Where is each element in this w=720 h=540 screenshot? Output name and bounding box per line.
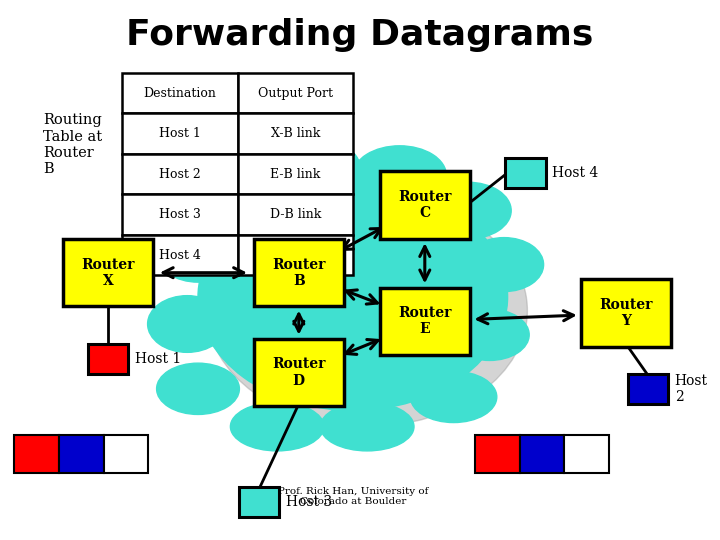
FancyBboxPatch shape	[520, 435, 564, 472]
Ellipse shape	[464, 238, 544, 292]
Text: Prof. Rick Han, University of
Colorado at Boulder: Prof. Rick Han, University of Colorado a…	[278, 487, 428, 507]
FancyBboxPatch shape	[63, 239, 153, 306]
FancyBboxPatch shape	[122, 235, 238, 275]
Ellipse shape	[353, 146, 446, 205]
FancyBboxPatch shape	[564, 435, 609, 472]
Ellipse shape	[148, 295, 227, 352]
FancyBboxPatch shape	[122, 154, 238, 194]
FancyBboxPatch shape	[238, 73, 353, 113]
Ellipse shape	[157, 363, 240, 415]
Text: Router
D: Router D	[272, 357, 325, 388]
Text: Router
X: Router X	[81, 258, 135, 288]
Text: C-B link: C-B link	[270, 248, 320, 262]
FancyBboxPatch shape	[475, 435, 520, 472]
FancyBboxPatch shape	[88, 344, 128, 374]
Text: Router
Y: Router Y	[600, 298, 653, 328]
FancyBboxPatch shape	[238, 194, 353, 235]
FancyBboxPatch shape	[122, 113, 238, 154]
Text: E-B link: E-B link	[270, 167, 320, 181]
FancyBboxPatch shape	[380, 172, 469, 239]
FancyBboxPatch shape	[628, 374, 668, 404]
FancyBboxPatch shape	[239, 487, 279, 517]
Text: Router
C: Router C	[398, 190, 451, 220]
Ellipse shape	[425, 183, 511, 239]
Text: Host 4: Host 4	[552, 166, 598, 180]
FancyBboxPatch shape	[253, 339, 344, 406]
FancyBboxPatch shape	[505, 158, 546, 188]
Text: Output Port: Output Port	[258, 86, 333, 100]
FancyBboxPatch shape	[238, 154, 353, 194]
Text: Destination: Destination	[143, 86, 217, 100]
FancyBboxPatch shape	[59, 435, 104, 472]
Text: Host 1: Host 1	[135, 352, 181, 366]
Text: Host 3: Host 3	[286, 495, 332, 509]
FancyBboxPatch shape	[253, 239, 344, 306]
Text: Router
B: Router B	[272, 258, 325, 288]
Text: Host 3: Host 3	[159, 208, 201, 221]
Text: Host
2: Host 2	[675, 374, 708, 404]
Text: Host 1: Host 1	[159, 127, 201, 140]
FancyBboxPatch shape	[238, 113, 353, 154]
Ellipse shape	[173, 159, 274, 219]
Ellipse shape	[230, 402, 324, 451]
FancyBboxPatch shape	[14, 435, 59, 472]
Text: Routing
Table at
Router
B: Routing Table at Router B	[43, 113, 102, 176]
Ellipse shape	[157, 226, 240, 282]
Text: Host 4: Host 4	[159, 248, 201, 262]
Text: Forwarding Datagrams: Forwarding Datagrams	[126, 18, 594, 52]
Ellipse shape	[410, 372, 497, 422]
Ellipse shape	[259, 138, 360, 197]
Ellipse shape	[207, 194, 528, 427]
Text: Router
E: Router E	[398, 306, 451, 336]
Ellipse shape	[450, 309, 529, 361]
Ellipse shape	[198, 184, 508, 410]
Ellipse shape	[320, 402, 414, 451]
FancyBboxPatch shape	[238, 235, 353, 275]
FancyBboxPatch shape	[122, 73, 238, 113]
FancyBboxPatch shape	[582, 280, 671, 347]
Text: Host 2: Host 2	[159, 167, 201, 181]
FancyBboxPatch shape	[122, 194, 238, 235]
Text: D-B link: D-B link	[269, 208, 321, 221]
FancyBboxPatch shape	[380, 287, 469, 355]
FancyBboxPatch shape	[104, 435, 148, 472]
Text: X-B link: X-B link	[271, 127, 320, 140]
